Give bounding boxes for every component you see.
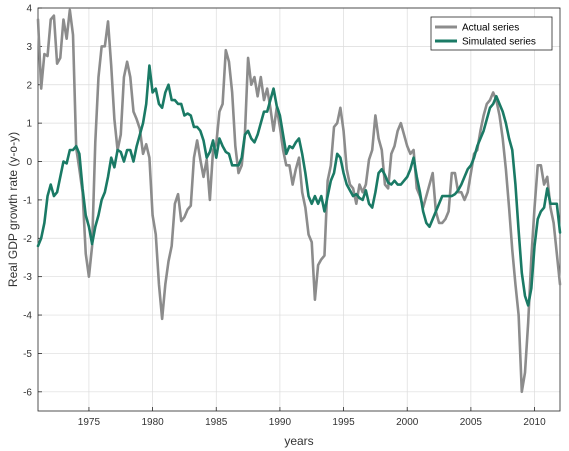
y-tick-label: 2 xyxy=(26,80,32,91)
x-tick-label: 1995 xyxy=(332,417,355,428)
legend-label-actual-series: Actual series xyxy=(462,23,519,34)
y-tick-label: -6 xyxy=(23,387,32,398)
x-tick-label: 1975 xyxy=(78,417,101,428)
series-lines xyxy=(36,8,562,394)
x-tick-label: 1990 xyxy=(269,417,292,428)
axis-ticks: 1975 1980 1985 1990 1995 2000 2005 2010 -6 -5 -4 -3… xyxy=(23,4,546,429)
y-tick-label: -1 xyxy=(23,195,32,206)
x-tick-label: 2005 xyxy=(460,417,483,428)
x-tick-label: 1980 xyxy=(141,417,164,428)
y-tick-label: 0 xyxy=(26,157,32,168)
x-axis-title: years xyxy=(284,434,313,448)
legend-label-simulated-series: Simulated series xyxy=(462,37,536,48)
y-axis-title: Real GDP growth rate (y-o-y) xyxy=(6,132,20,287)
y-tick-label: 1 xyxy=(26,119,32,130)
legend-box xyxy=(430,16,553,51)
y-tick-label: -3 xyxy=(23,272,32,283)
chart-legend: Actual series Simulated series xyxy=(430,16,553,51)
x-tick-label: 2000 xyxy=(396,417,419,428)
y-tick-label: 4 xyxy=(26,4,32,15)
plot-area-frame xyxy=(37,7,561,412)
y-tick-label: -2 xyxy=(23,234,32,245)
y-tick-label: -5 xyxy=(23,349,32,360)
y-tick-label: 3 xyxy=(26,42,32,53)
x-tick-label: 1985 xyxy=(205,417,228,428)
x-tick-label: 2010 xyxy=(523,417,546,428)
series-line-simulated-series xyxy=(36,64,562,307)
y-tick-label: -4 xyxy=(23,311,32,322)
